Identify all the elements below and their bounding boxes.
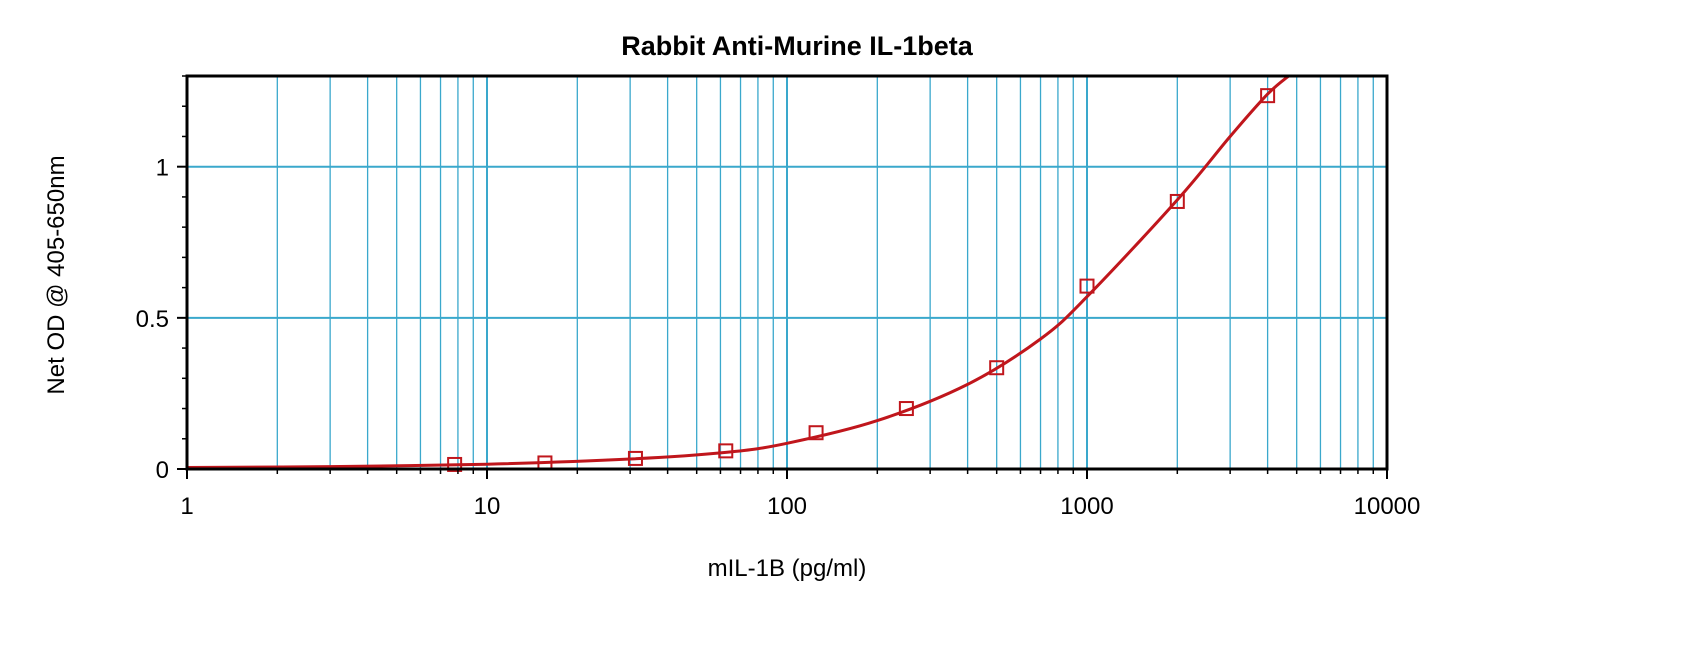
data-point-marker bbox=[898, 401, 914, 417]
data-point-marker bbox=[718, 443, 734, 459]
x-tick-label: 1 bbox=[180, 493, 193, 520]
curve-layer bbox=[186, 74, 1290, 469]
x-tick-label: 100 bbox=[767, 493, 807, 520]
marker-layer bbox=[447, 88, 1276, 472]
data-point-marker bbox=[808, 425, 824, 441]
x-tick-label: 10000 bbox=[1354, 493, 1421, 520]
x-tick-label: 1000 bbox=[1060, 493, 1113, 520]
data-point-marker bbox=[1260, 88, 1276, 104]
grid-layer bbox=[187, 76, 1387, 469]
y-tick-label: 1 bbox=[156, 155, 169, 182]
data-point-marker bbox=[989, 360, 1005, 376]
x-axis-label: mIL-1B (pg/ml) bbox=[708, 555, 867, 582]
data-point-marker bbox=[627, 450, 643, 466]
data-point-marker bbox=[447, 456, 463, 472]
data-point-marker bbox=[1169, 193, 1185, 209]
y-tick-label: 0 bbox=[156, 457, 169, 484]
y-axis-label: Net OD @ 405-650nm bbox=[43, 155, 70, 394]
y-tick-label: 0.5 bbox=[136, 306, 169, 333]
x-tick-label: 10 bbox=[474, 493, 501, 520]
fit-curve-line bbox=[186, 74, 1290, 469]
tick-layer: 1 10 100 1000 10000 0 0.5 1 bbox=[136, 75, 1421, 520]
data-point-marker bbox=[1079, 278, 1095, 294]
chart-title: Rabbit Anti-Murine IL-1beta bbox=[621, 31, 973, 61]
